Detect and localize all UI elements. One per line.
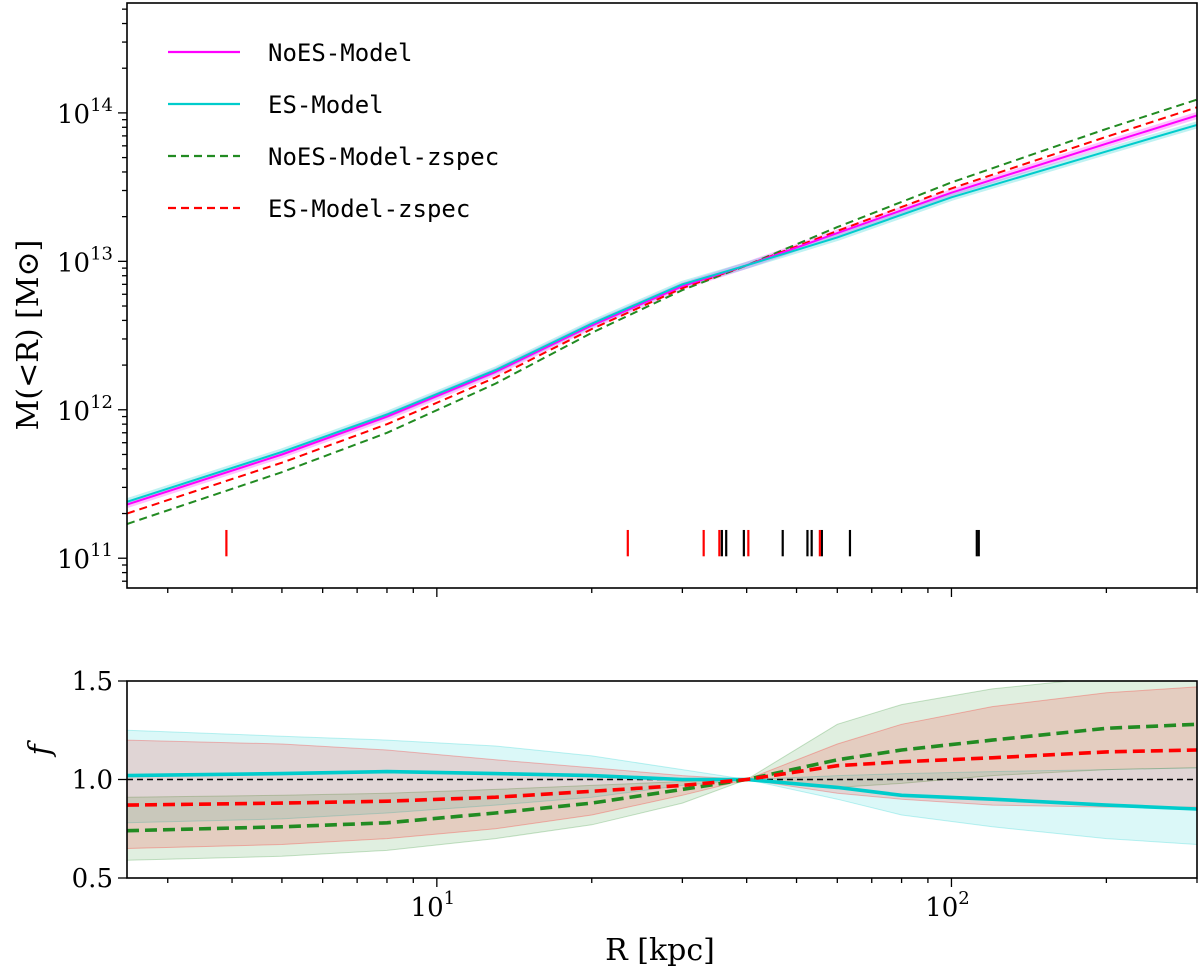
band-noes-model-zspec [127,681,1197,861]
top-axes-frame [126,2,1198,589]
top-ylabel: M(<R) [M⊙] [11,240,46,431]
top-ytick-label: 1014 [57,95,113,130]
bottom-ytick-label: 1.0 [72,766,113,796]
top-ytick-label: 1013 [57,243,113,278]
ratio-line-es-model [127,769,1197,811]
top-plot-area [127,98,1197,557]
bottom-ylabel: f [23,740,58,758]
bottom-axes: 0.5 1.0 1.5 101 102 [72,667,1198,923]
series-line-noes-model-zspec [127,98,1197,525]
legend-label: NoES-Model [268,39,413,67]
band-es-model [127,729,1197,846]
bottom-series-group [127,681,1197,861]
bottom-ytick-label: 0.5 [72,864,113,894]
band-es-model-zspec [127,686,1197,850]
series-line-es-model [127,123,1197,503]
legend-label: ES-Model [268,91,384,119]
bottom-xtick-label: 102 [925,888,970,923]
bottom-plot-area [127,681,1197,861]
series-halo-es-model [127,121,1197,506]
ratio-line-noes-model-zspec [127,722,1197,833]
legend-label: ES-Model-zspec [268,195,470,223]
bottom-ytick-label: 1.5 [72,667,113,697]
top-ytick-label: 1011 [57,540,113,575]
top-axes: 1011 1012 1013 1014 [57,2,1198,597]
top-ytick-label: 1012 [57,392,113,427]
series-line-es-model-zspec [127,106,1197,515]
bottom-xtick-label: 101 [411,888,456,923]
bottom-panel: 0.5 1.0 1.5 101 102 f R [kpc] [23,667,1198,968]
xlabel: R [kpc] [605,933,715,968]
ratio-line-es-model-zspec [127,748,1197,807]
legend: NoES-Model ES-Model NoES-Model-zspec ES-Mod… [168,39,499,223]
series-line-noes-model [127,114,1197,506]
legend-label: NoES-Model-zspec [268,143,499,171]
top-series-group [127,98,1197,557]
